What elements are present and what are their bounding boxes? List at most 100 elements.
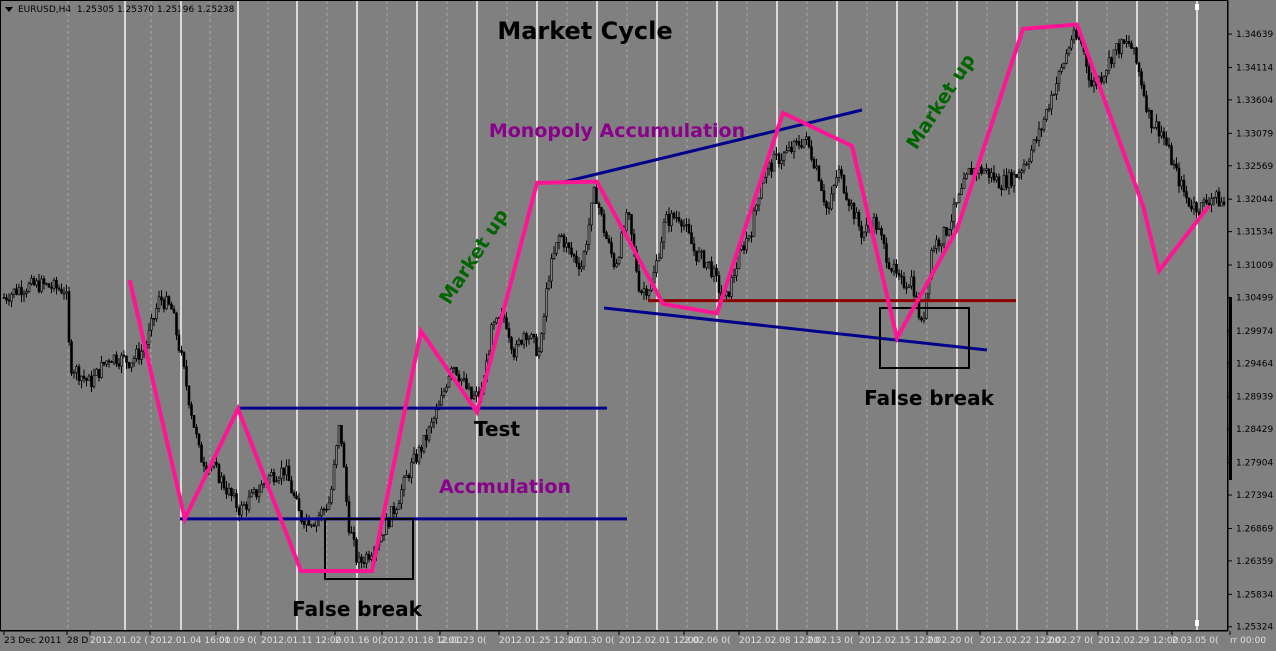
candle-body [780,159,783,165]
time-tick-label: 2.02.13 0( [807,636,853,646]
candle-body [970,168,973,175]
candle-body [920,317,923,321]
time-tick-label: 2012.02.22 12:00 [980,636,1061,646]
candle-body [22,292,26,296]
candle-body [1007,171,1011,189]
channel-upper-line[interactable] [563,108,863,184]
candle-body [82,375,86,379]
candle-body [522,333,526,345]
candle-body [465,378,468,389]
market-cycle-path[interactable] [127,22,1211,573]
candle-body [642,288,646,293]
candle-body [232,493,236,496]
candle-body [1210,198,1213,206]
candle-body [75,366,78,373]
candle-body [925,293,928,319]
candle-body [545,288,548,317]
candle-body [647,289,651,296]
candle-body [17,287,21,295]
candle-body [190,404,193,416]
plot-area [0,0,1228,631]
candle-body [1195,202,1198,213]
candle-body [1017,172,1021,178]
candle-body [20,287,23,296]
candle-body [887,262,891,270]
dropdown-arrow-icon[interactable] [5,7,13,12]
candle-body [602,213,606,233]
candle-body [1140,71,1143,86]
candle-body [1135,47,1138,64]
candle-body [1205,199,1208,204]
candle-body [30,278,33,285]
candle-body [1072,29,1076,41]
time-tick-label: 2.01.30 0( [568,636,614,646]
candle-body [820,180,823,191]
candle-body [1142,84,1146,96]
candle-body [230,488,233,496]
candle-body [1197,211,1201,216]
candle-body [272,472,276,483]
candle-body [1010,171,1013,187]
channel-lower-line[interactable] [603,306,988,352]
candle-body [452,367,456,369]
candle-body [152,318,156,320]
candle-body [567,242,571,249]
candle-body [1222,201,1226,205]
candle-body [255,489,258,498]
candle-body [685,224,688,226]
candle-body [672,212,676,219]
false-break-box-2[interactable] [879,307,970,369]
time-tick-label: 2012.02.15 12:00 [859,636,940,646]
candle-body [5,297,8,301]
scrollbar-handle[interactable] [1229,297,1232,480]
candle-body [775,153,778,156]
candle-body [340,425,343,444]
candle-body [460,378,463,382]
time-tick-label: 28 D [67,636,88,646]
candle-body [92,374,96,388]
candle-body [747,235,751,239]
price-tick-label: 1.29974 [1236,327,1273,337]
candle-body [852,203,856,219]
candle-body [922,317,926,321]
candle-body [890,268,893,272]
time-tick-label: 2.02.27 0( [1047,636,1093,646]
candle-body [995,176,998,181]
candle-body [1087,66,1091,81]
candle-body [202,461,206,467]
candle-body [407,475,411,478]
candle-body [857,212,861,227]
time-tick-label: 2012.02.01 12:00 [619,636,700,646]
candle-body [125,355,128,363]
candle-body [220,476,223,483]
candle-body [350,531,353,534]
candle-body [555,242,558,254]
candle-body [355,539,358,563]
candle-body [250,492,253,498]
candle-body [245,504,248,510]
candle-body [702,250,706,268]
candle-body [772,153,776,172]
candle-body [960,188,963,195]
false-break-box-1[interactable] [324,518,414,580]
candle-body [717,275,721,293]
candle-body [65,291,68,294]
candle-body [300,510,303,522]
time-tick-label: 2.01.23 0( [440,636,486,646]
candle-body [457,374,461,382]
candle-body [270,472,273,477]
candle-body [600,207,603,215]
drawing-objects [127,22,1211,580]
candle-body [170,303,173,310]
candle-body [415,453,418,463]
candle-body [175,312,178,336]
candle-body [87,375,91,381]
candle-body [337,425,341,446]
candle-body [455,367,458,376]
candle-body [277,478,281,482]
candle-body [1120,39,1123,54]
candle-body [1005,175,1008,189]
candle-body [727,291,731,297]
